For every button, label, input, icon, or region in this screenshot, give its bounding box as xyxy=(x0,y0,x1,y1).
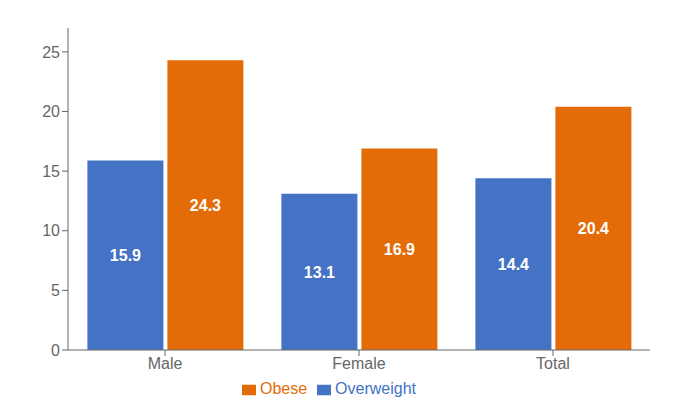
svg-text:14.4: 14.4 xyxy=(498,256,529,273)
svg-text:13.1: 13.1 xyxy=(304,264,335,281)
svg-text:Female: Female xyxy=(332,355,385,372)
svg-text:20: 20 xyxy=(42,103,60,120)
svg-text:20.4: 20.4 xyxy=(578,220,609,237)
svg-text:15: 15 xyxy=(42,163,60,180)
svg-text:5: 5 xyxy=(51,282,60,299)
svg-text:10: 10 xyxy=(42,222,60,239)
svg-text:25: 25 xyxy=(42,44,60,61)
html-text:Overweight: Overweight xyxy=(335,380,416,397)
svg-text:0: 0 xyxy=(51,342,60,359)
svg-text:Total: Total xyxy=(536,355,570,372)
svg-text:24.3: 24.3 xyxy=(190,197,221,214)
svg-text:15.9: 15.9 xyxy=(110,247,141,264)
svg-text:Male: Male xyxy=(148,355,183,372)
html-text:Obese: Obese xyxy=(260,380,308,397)
svg-text:16.9: 16.9 xyxy=(384,241,415,258)
